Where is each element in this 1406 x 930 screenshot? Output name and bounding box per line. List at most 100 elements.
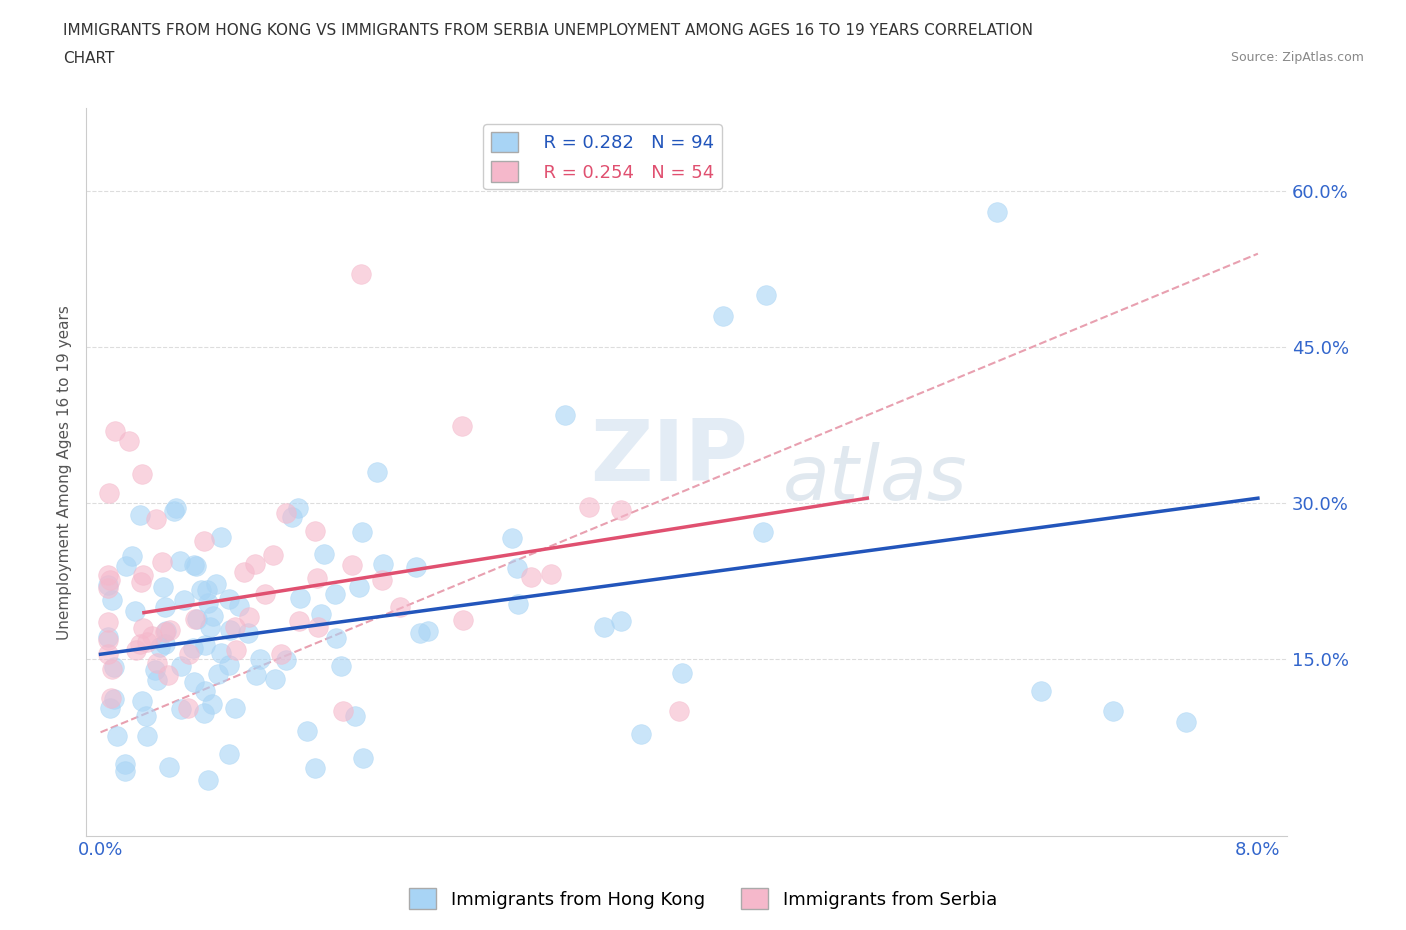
Point [249,652,271,667]
Point [181,640,204,655]
Point [98,572,121,587]
Point [1029,684,1052,698]
Point [986,205,1008,219]
Point [288,613,311,628]
Point [755,288,778,303]
Point [186,612,208,627]
Point [287,501,309,516]
Point [159,622,181,637]
Point [162,503,184,518]
Point [145,672,167,687]
Point [169,553,191,568]
Point [121,549,143,564]
Point [183,558,205,573]
Point [281,510,304,525]
Point [304,523,326,538]
Point [245,667,267,682]
Point [233,565,256,580]
Point [150,554,173,569]
Point [194,684,217,698]
Point [506,596,529,611]
Point [209,645,232,660]
Point [593,619,616,634]
Point [170,658,193,673]
Point [405,560,427,575]
Point [323,587,346,602]
Point [103,691,125,706]
Point [184,611,207,626]
Text: atlas: atlas [783,443,967,516]
Point [416,624,439,639]
Point [197,595,219,610]
Point [136,634,159,649]
Point [578,500,600,515]
Point [197,772,219,787]
Point [340,558,363,573]
Point [630,726,652,741]
Point [409,626,432,641]
Point [307,619,329,634]
Point [124,604,146,618]
Point [114,764,136,778]
Point [135,708,157,723]
Point [451,418,474,433]
Point [243,557,266,572]
Point [131,467,153,482]
Point [325,631,347,645]
Point [183,675,205,690]
Point [225,643,247,658]
Point [143,663,166,678]
Point [131,694,153,709]
Point [155,624,177,639]
Point [305,571,328,586]
Point [193,534,215,549]
Point [153,637,176,652]
Point [97,578,120,593]
Point [228,599,250,614]
Point [668,704,690,719]
Point [349,579,371,594]
Point [218,591,240,606]
Point [288,591,311,605]
Point [152,579,174,594]
Point [129,574,152,589]
Point [132,567,155,582]
Y-axis label: Unemployment Among Ages 16 to 19 years: Unemployment Among Ages 16 to 19 years [58,305,72,640]
Point [218,658,240,672]
Point [100,691,122,706]
Point [103,660,125,675]
Point [125,643,148,658]
Point [332,704,354,719]
Point [350,267,373,282]
Point [330,658,353,673]
Point [711,309,734,324]
Point [200,697,222,711]
Point [179,646,201,661]
Point [97,632,120,647]
Point [520,570,543,585]
Point [453,613,475,628]
Point [153,624,176,639]
Point [371,573,394,588]
Point [671,665,693,680]
Point [205,577,228,591]
Point [98,485,121,500]
Point [254,586,277,601]
Text: IMMIGRANTS FROM HONG KONG VS IMMIGRANTS FROM SERBIA UNEMPLOYMENT AMONG AGES 16 T: IMMIGRANTS FROM HONG KONG VS IMMIGRANTS … [63,23,1033,38]
Point [195,583,218,598]
Point [752,525,775,540]
Legend:   R = 0.282   N = 94,   R = 0.254   N = 54: R = 0.282 N = 94, R = 0.254 N = 54 [484,125,721,190]
Point [207,667,229,682]
Text: ZIP: ZIP [591,416,748,499]
Point [276,652,298,667]
Point [101,592,124,607]
Point [101,661,124,676]
Point [388,599,411,614]
Point [343,709,366,724]
Point [184,559,207,574]
Point [224,701,246,716]
Point [274,506,297,521]
Point [610,503,633,518]
Point [554,407,576,422]
Point [218,747,240,762]
